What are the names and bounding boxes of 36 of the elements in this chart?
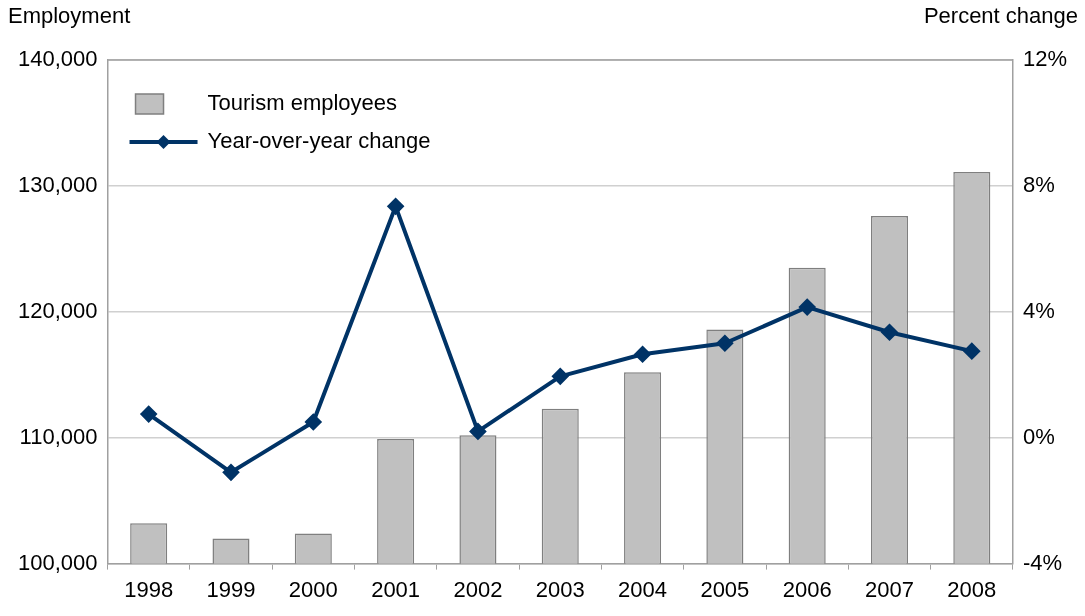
y2-tick-label: 8%	[1022, 171, 1055, 197]
point	[140, 406, 157, 423]
y-tick-label: 120,000	[17, 297, 98, 323]
y2-tick-label: 12%	[1022, 46, 1068, 72]
x-tick-label: 2002	[453, 576, 503, 602]
x-tick-label: 1999	[206, 576, 256, 602]
legend-label: Tourism employees	[207, 90, 398, 116]
x-tick-label: 2004	[618, 576, 668, 602]
x-tick-label: 2003	[535, 576, 585, 602]
x-tick-label: 2006	[782, 576, 832, 602]
point	[634, 346, 651, 363]
x-tick-label: 2005	[700, 576, 750, 602]
x-tick-label: 1998	[124, 576, 174, 602]
y2-tick-label: 4%	[1022, 297, 1055, 323]
point	[716, 335, 733, 352]
point	[222, 464, 239, 481]
legend-label: Year-over-year change	[207, 128, 431, 154]
y2-tick-label: -4%	[1022, 549, 1063, 575]
y-axis-title: Employment	[8, 3, 131, 29]
point	[963, 343, 980, 360]
y2-axis-title: Percent change	[923, 3, 1078, 29]
x-tick-label: 2000	[288, 576, 338, 602]
point	[552, 368, 569, 385]
y-tick-label: 110,000	[19, 423, 98, 449]
point	[305, 413, 322, 430]
y-tick-label: 130,000	[17, 171, 98, 197]
x-tick-label: 2001	[371, 576, 421, 602]
point	[387, 198, 404, 215]
point	[881, 324, 898, 341]
y2-tick-label: 0%	[1022, 423, 1055, 449]
x-tick-label: 2007	[865, 576, 914, 602]
y-tick-label: 140,000	[17, 46, 98, 72]
x-tick-label: 2008	[947, 576, 997, 602]
point	[469, 423, 486, 440]
y-tick-label: 100,000	[17, 549, 98, 575]
point	[799, 299, 816, 316]
